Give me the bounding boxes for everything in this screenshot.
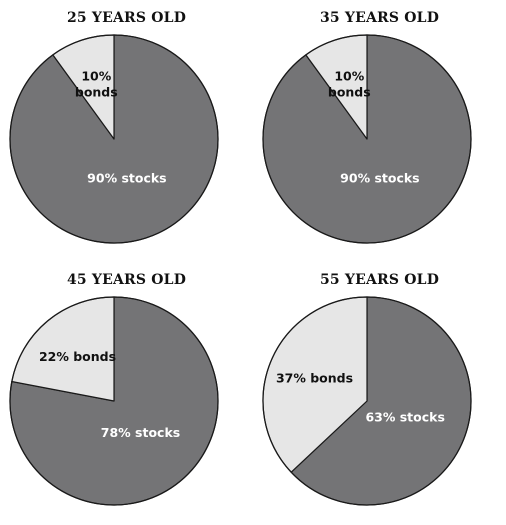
chart-title: 25 YEARS OLD: [66, 10, 187, 26]
pie-outline: [262, 34, 472, 244]
pie-panel-25: 25 YEARS OLD 90% stocks 10% bonds: [0, 0, 253, 262]
slice-label-bonds: 22% bonds: [39, 349, 116, 364]
pie-chart: 63% stocks 37% bonds: [262, 296, 472, 506]
slice-label-stocks: 90% stocks: [340, 171, 419, 186]
pie-panel-55: 55 YEARS OLD 63% stocks 37% bonds: [253, 262, 506, 524]
slice-label-bonds: 37% bonds: [276, 370, 353, 385]
slice-label-bonds: 10% bonds: [328, 69, 371, 100]
pie-chart: 90% stocks 10% bonds: [262, 34, 472, 244]
pie-outline: [262, 296, 472, 506]
chart-title: 55 YEARS OLD: [319, 272, 440, 288]
slice-label-bonds: 10% bonds: [75, 69, 118, 100]
slice-label-stocks: 63% stocks: [365, 410, 444, 425]
slice-label-stocks: 90% stocks: [87, 171, 166, 186]
chart-title: 35 YEARS OLD: [319, 10, 440, 26]
pie-chart: 78% stocks 22% bonds: [9, 296, 219, 506]
pie-panel-45: 45 YEARS OLD 78% stocks 22% bonds: [0, 262, 253, 524]
pie-panel-35: 35 YEARS OLD 90% stocks 10% bonds: [253, 0, 506, 262]
pie-outline: [9, 34, 219, 244]
chart-title: 45 YEARS OLD: [66, 272, 187, 288]
pie-outline: [9, 296, 219, 506]
slice-label-stocks: 78% stocks: [101, 425, 180, 440]
pie-chart: 90% stocks 10% bonds: [9, 34, 219, 244]
